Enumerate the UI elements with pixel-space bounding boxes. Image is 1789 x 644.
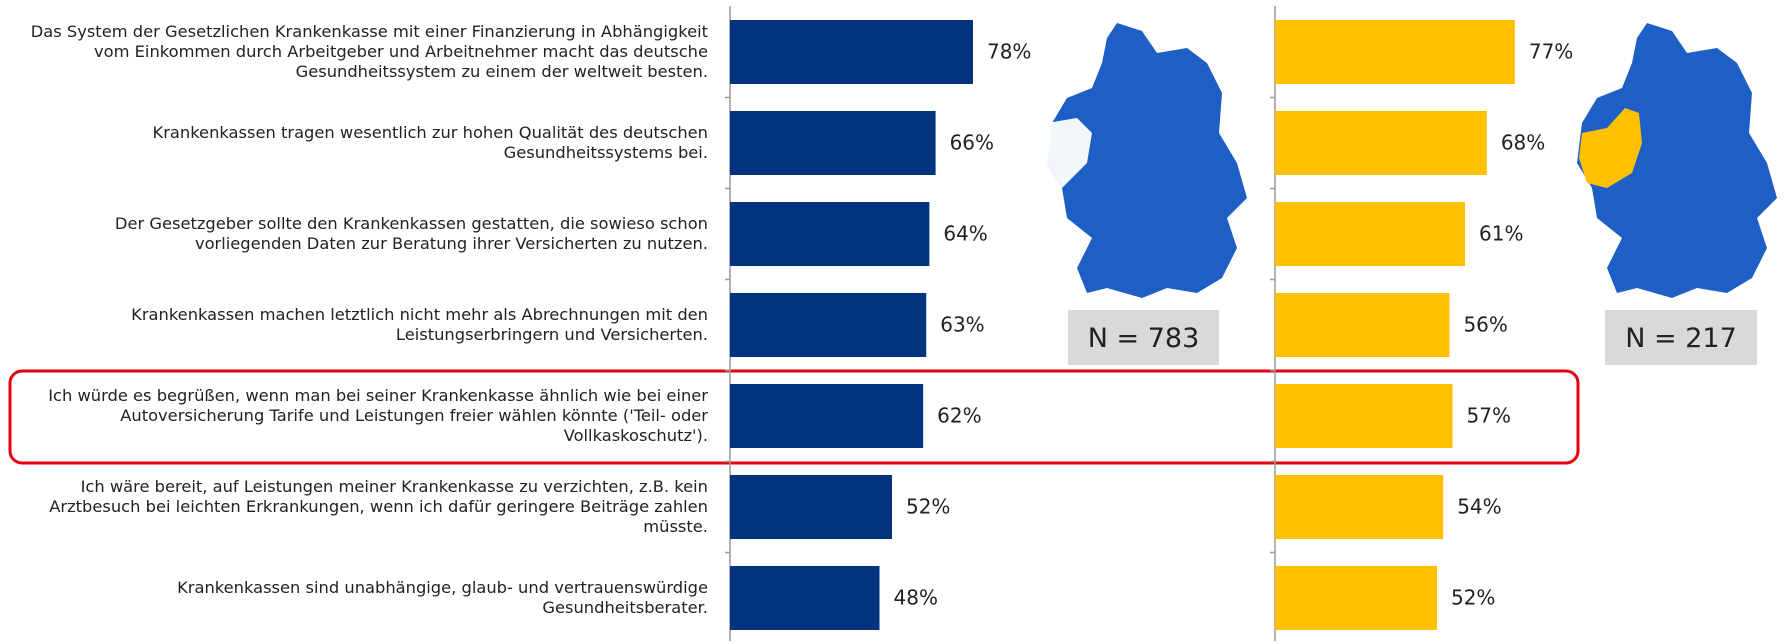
category-text: Der Gesetzgeber sollte den Krankenkassen…: [114, 214, 708, 253]
bar: [730, 566, 880, 630]
category-label: Krankenkassen machen letztlich nicht meh…: [20, 280, 708, 371]
value-label: 48%: [894, 586, 938, 610]
map-germany: [1047, 23, 1247, 298]
category-text: Krankenkassen tragen wesentlich zur hohe…: [152, 123, 708, 162]
bar: [1275, 384, 1453, 448]
sample-box: [1068, 310, 1219, 365]
bar: [730, 384, 924, 448]
value-label: 77%: [1529, 40, 1573, 64]
category-text: Krankenkassen machen letztlich nicht meh…: [131, 305, 708, 344]
value-label: 54%: [1457, 495, 1501, 519]
category-label: Krankenkassen tragen wesentlich zur hohe…: [20, 98, 708, 189]
value-label: 68%: [1501, 131, 1545, 155]
value-label: 78%: [987, 40, 1031, 64]
value-label: 62%: [937, 404, 981, 428]
value-label: 56%: [1463, 313, 1507, 337]
bar: [730, 475, 892, 539]
sample-box: [1605, 310, 1757, 365]
bar: [730, 111, 936, 175]
category-label: Krankenkassen sind unabhängige, glaub- u…: [20, 553, 708, 644]
highlight-box: [8, 369, 1580, 465]
sample-size: N = 217: [1625, 323, 1737, 354]
value-label: 57%: [1467, 404, 1511, 428]
bar: [730, 20, 973, 84]
sample-size: N = 783: [1088, 323, 1200, 354]
bar: [1275, 202, 1466, 266]
bar: [1275, 111, 1487, 175]
bar: [1275, 475, 1444, 539]
category-label: Ich wäre bereit, auf Leistungen meiner K…: [20, 462, 708, 553]
value-label: 66%: [950, 131, 994, 155]
bar: [1275, 20, 1515, 84]
value-label: 52%: [906, 495, 950, 519]
bar: [730, 293, 927, 357]
value-label: 64%: [943, 222, 987, 246]
category-label: Das System der Gesetzlichen Krankenkasse…: [20, 7, 708, 98]
value-label: 63%: [940, 313, 984, 337]
bar: [730, 202, 930, 266]
value-label: 61%: [1479, 222, 1523, 246]
category-label: Ich würde es begrüßen, wenn man bei sein…: [20, 371, 708, 462]
map-germany-nrw: [1577, 23, 1777, 298]
category-label: Der Gesetzgeber sollte den Krankenkassen…: [20, 189, 708, 280]
bar: [1275, 293, 1450, 357]
bar: [1275, 566, 1437, 630]
category-text: Ich würde es begrüßen, wenn man bei sein…: [48, 386, 708, 445]
category-text: Krankenkassen sind unabhängige, glaub- u…: [177, 578, 708, 617]
category-text: Ich wäre bereit, auf Leistungen meiner K…: [49, 477, 708, 536]
category-text: Das System der Gesetzlichen Krankenkasse…: [30, 22, 708, 81]
value-label: 52%: [1451, 586, 1495, 610]
